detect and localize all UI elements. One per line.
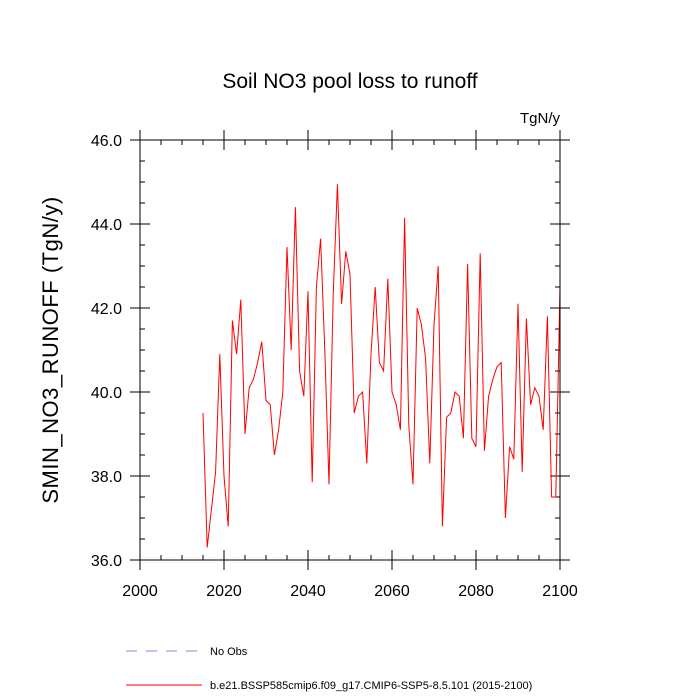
y-tick-label: 38.0 — [91, 469, 122, 486]
series-line — [202, 184, 561, 548]
y-tick-label: 40.0 — [91, 385, 122, 402]
plot-area — [202, 184, 561, 548]
axis-ticks: 2000 2020 2040 2060 2080 2100 36.0 38.0 40.0 42.0… — [91, 130, 578, 600]
x-tick-label: 2100 — [542, 583, 578, 600]
y-tick-label: 46.0 — [91, 133, 122, 150]
units-label: TgN/y — [520, 110, 561, 127]
chart-title: Soil NO3 pool loss to runoff — [222, 70, 477, 93]
legend-label: No Obs — [210, 646, 248, 658]
y-tick-label: 44.0 — [91, 217, 122, 234]
legend: No Obs b.e21.BSSP585cmip6.f09_g17.CMIP6-S… — [126, 646, 532, 692]
y-tick-label: 42.0 — [91, 301, 122, 318]
plot-frame — [139, 139, 561, 561]
legend-label: b.e21.BSSP585cmip6.f09_g17.CMIP6-SSP5-8.… — [210, 680, 532, 692]
x-tick-label: 2040 — [290, 583, 326, 600]
x-tick-label: 2060 — [374, 583, 410, 600]
y-tick-label: 36.0 — [91, 553, 122, 570]
x-tick-label: 2000 — [122, 583, 158, 600]
x-tick-label: 2080 — [458, 583, 494, 600]
y-axis-label: SMIN_NO3_RUNOFF (TgN/y) — [38, 196, 63, 503]
x-tick-label: 2020 — [206, 583, 242, 600]
